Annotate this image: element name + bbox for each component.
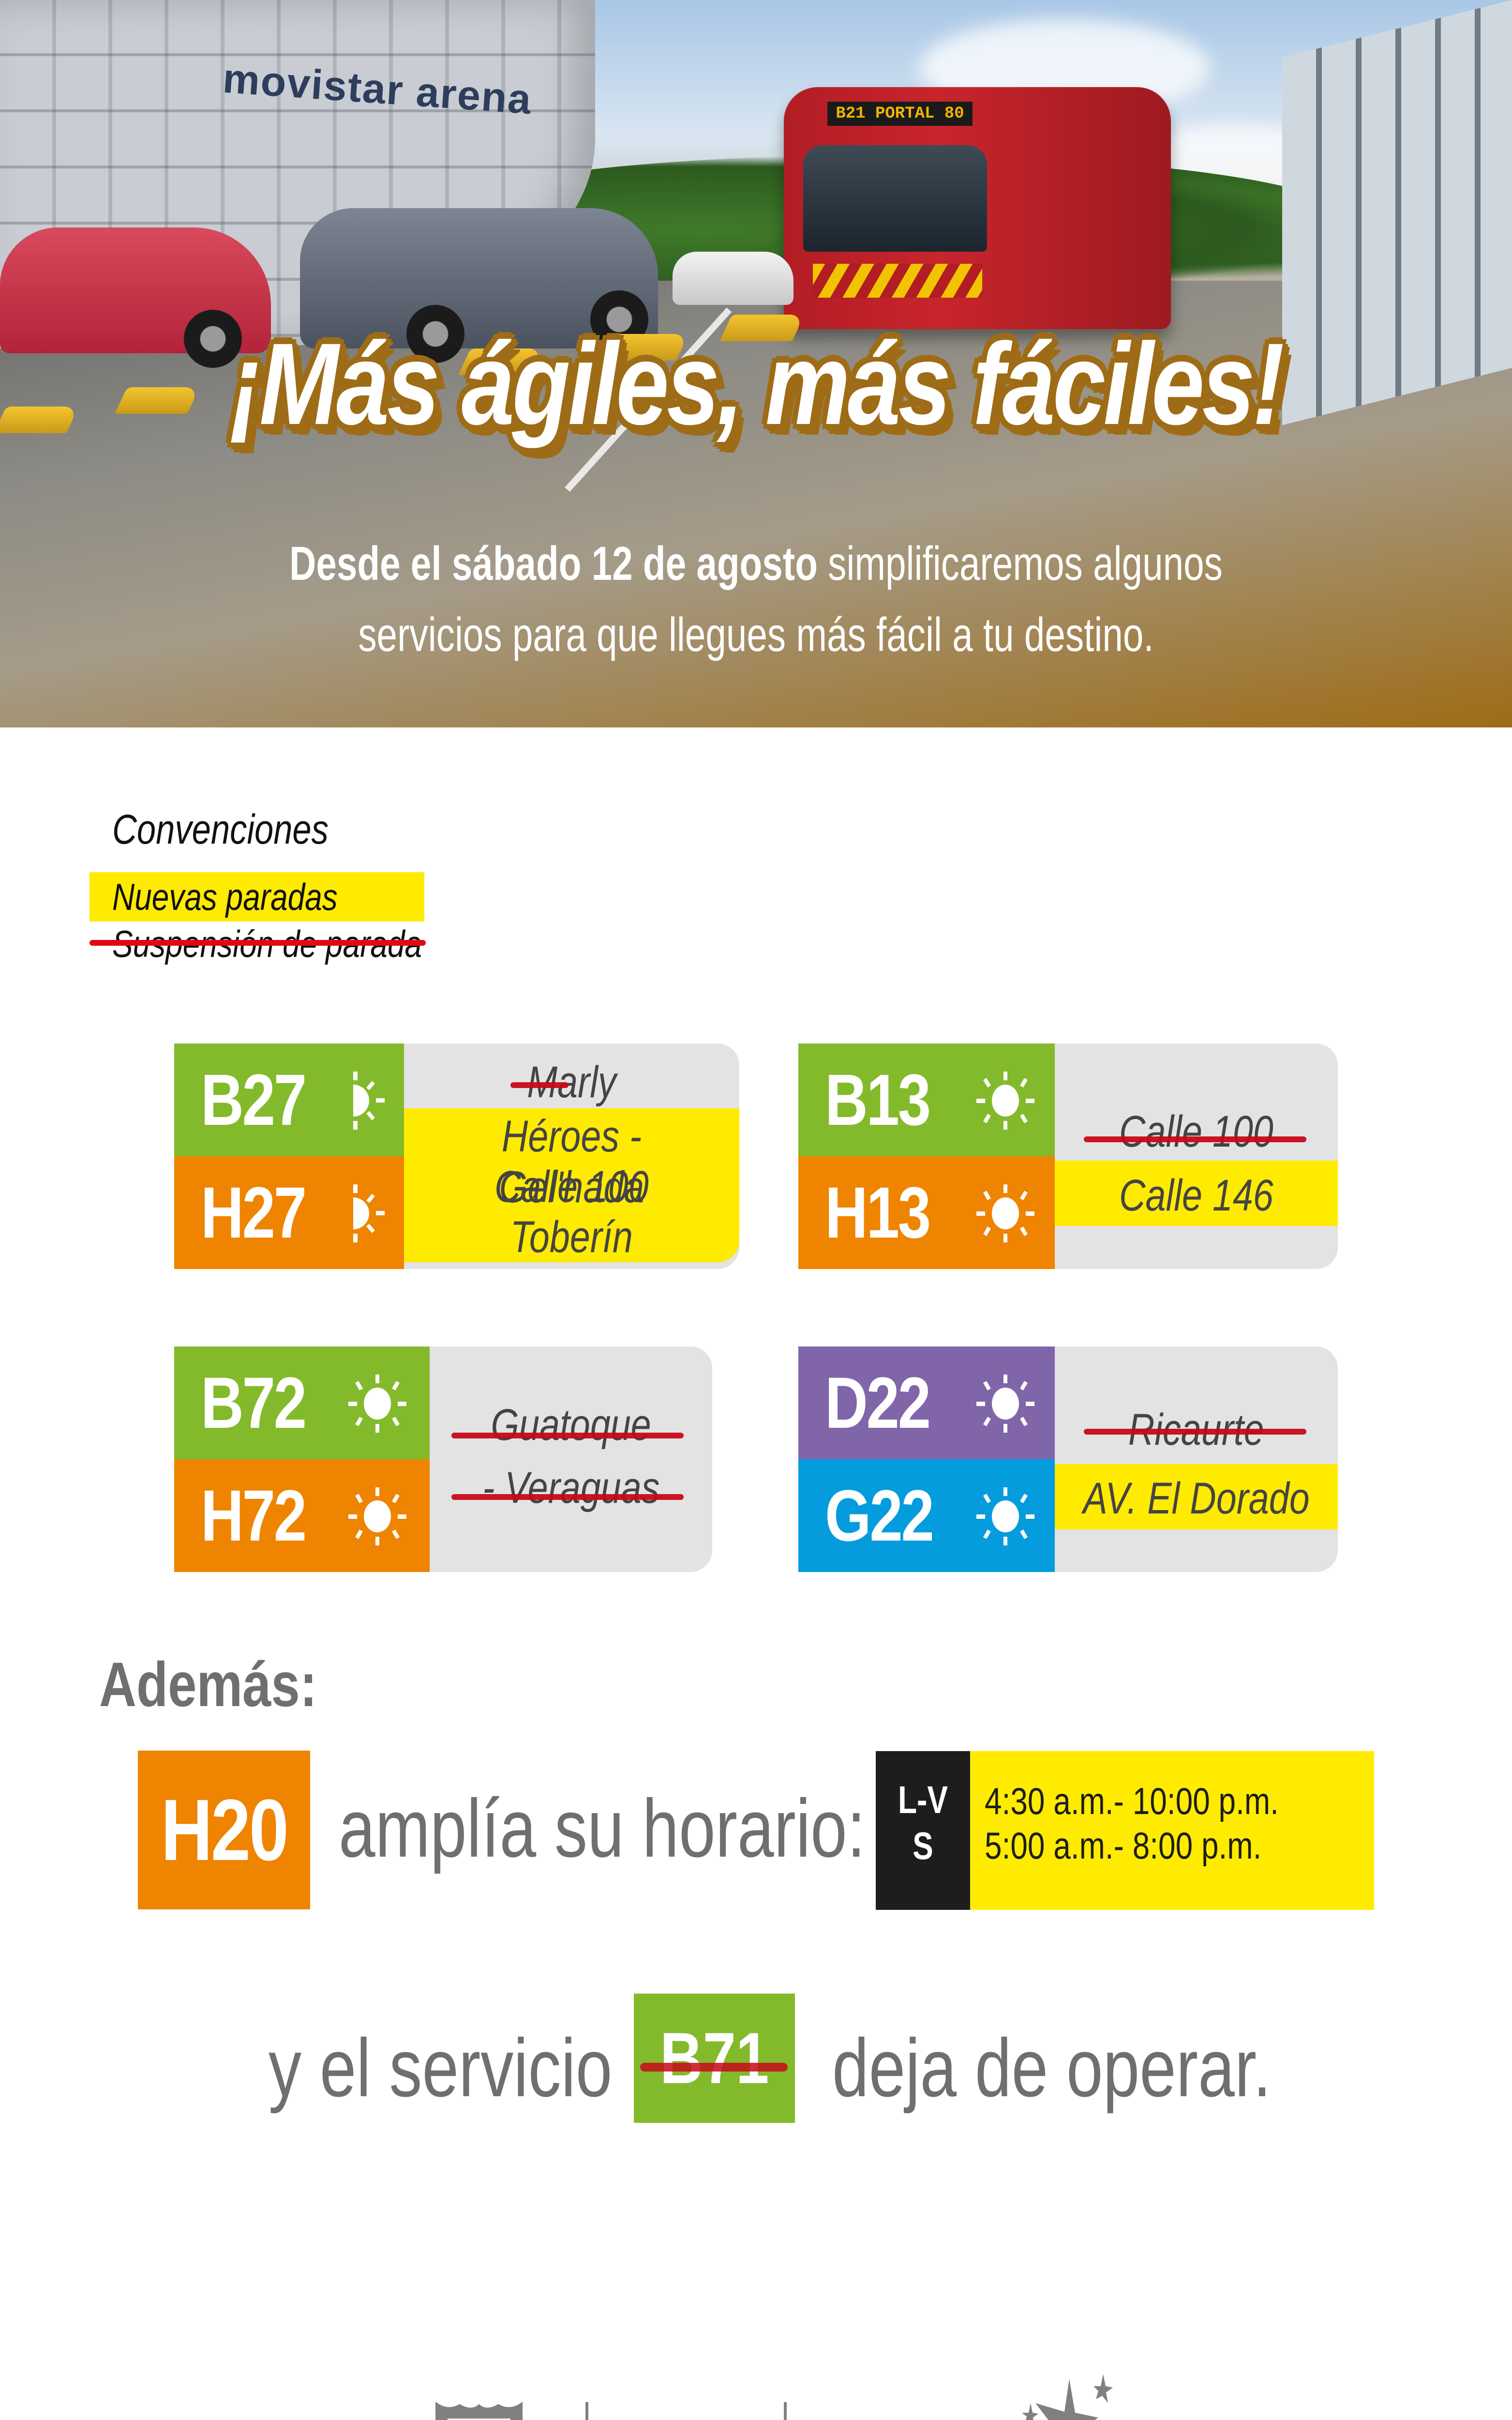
half-sun-icon xyxy=(353,1072,385,1130)
schedule-box: L-V S 4:30 a.m.- 10:00 p.m. 5:00 a.m.- 8… xyxy=(876,1751,1374,1910)
route-code: G22 xyxy=(825,1475,934,1556)
route-badge-h13[interactable]: H13 xyxy=(798,1156,1055,1269)
stop-suspended: - Veraguas xyxy=(482,1463,660,1512)
sun-icon xyxy=(976,1184,1034,1242)
route-code: H20 xyxy=(161,1781,289,1879)
stop-suspended: Guatoque xyxy=(491,1400,651,1450)
white-car-photo xyxy=(673,252,793,305)
sun-icon xyxy=(348,1487,406,1545)
schedule-hours: 5:00 a.m.- 8:00 p.m. xyxy=(985,1824,1262,1867)
stop-new: Héroes - Gel'hada xyxy=(499,1112,644,1212)
route-card-d22-g22: D22 G22 Ri xyxy=(798,1346,1338,1572)
route-codes: B27 H27 xyxy=(174,1044,404,1269)
stop-new: Calle 100 xyxy=(494,1162,649,1211)
stop-new: Calle 146 xyxy=(1119,1171,1273,1220)
route-card-b13-h13: B13 H13 Ca xyxy=(798,1044,1338,1269)
stop-suspended: Calle 100 xyxy=(1119,1107,1273,1156)
new-stops-highlight xyxy=(1055,1464,1338,1529)
route-badge-b71[interactable]: B71 xyxy=(634,1994,795,2123)
road-photo xyxy=(0,281,1512,727)
new-stops-highlight xyxy=(404,1108,739,1262)
route-badge-b13[interactable]: B13 xyxy=(798,1044,1055,1156)
coat-of-arms-icon xyxy=(435,2402,523,2420)
hero-title: ¡Más ágiles, más fáciles! xyxy=(230,319,1284,449)
route-code: B72 xyxy=(201,1362,307,1443)
route-code: B13 xyxy=(825,1059,931,1140)
sun-icon xyxy=(976,1072,1034,1130)
strike-line xyxy=(1084,1429,1306,1435)
b71-suffix-text: deja de operar. xyxy=(832,2022,1272,2114)
schedule-day: L-V xyxy=(898,1778,948,1821)
h20-description: amplía su horario: xyxy=(339,1783,866,1875)
wheel xyxy=(184,310,242,368)
hero-subtitle-line2: servicios para que llegues más fácil a t… xyxy=(358,608,1154,661)
route-codes: B13 H13 xyxy=(798,1044,1055,1269)
bus-stripes xyxy=(813,264,982,298)
schedule-day: S xyxy=(913,1824,933,1867)
route-card-b27-h27: B27 H27 Marly Héroes - Gel'hada C xyxy=(174,1044,739,1269)
route-badge-h27[interactable]: H27 xyxy=(174,1156,404,1269)
stop-list: Calle 100 Calle 146 xyxy=(1055,1044,1338,1269)
half-sun-icon xyxy=(353,1184,385,1242)
b71-prefix-text: y el servicio xyxy=(269,2022,613,2114)
extra-heading: Además: xyxy=(99,1649,317,1720)
route-badge-g22[interactable]: G22 xyxy=(798,1459,1055,1572)
route-badge-h72[interactable]: H72 xyxy=(174,1459,430,1572)
wheel xyxy=(406,305,464,363)
legend-strike-line xyxy=(90,940,426,946)
route-code: B27 xyxy=(201,1059,307,1140)
schedule-days-column: L-V S xyxy=(876,1751,970,1910)
bus-destination-sign: B21 PORTAL 80 xyxy=(827,102,973,126)
legend-title: Convenciones xyxy=(112,806,329,853)
route-card-b72-h72: B72 H72 Guatoqu xyxy=(174,1346,712,1572)
logo-divider xyxy=(784,2402,787,2420)
hero-subtitle-line1: Desde el sábado 12 de agosto simplificar… xyxy=(166,536,1346,591)
route-codes: B72 H72 xyxy=(174,1346,430,1572)
legend-new-stops-swatch xyxy=(90,872,424,922)
bus-windshield xyxy=(803,145,987,252)
strike-line xyxy=(451,1433,684,1438)
route-badge-b72[interactable]: B72 xyxy=(174,1346,430,1459)
legend-new-stops-label: Nuevas paradas xyxy=(112,876,338,918)
route-badge-d22[interactable]: D22 xyxy=(798,1346,1055,1459)
sun-icon xyxy=(976,1375,1034,1433)
sun-icon xyxy=(976,1487,1034,1545)
route-code: H27 xyxy=(201,1172,307,1253)
stop-list: Guatoque - Veraguas xyxy=(430,1346,712,1572)
route-codes: D22 G22 xyxy=(798,1346,1055,1572)
strike-line xyxy=(640,2063,788,2072)
strike-line xyxy=(1084,1136,1306,1142)
route-code: H72 xyxy=(201,1475,307,1556)
strike-line xyxy=(451,1494,684,1500)
stop-suspended: Marly xyxy=(527,1058,616,1107)
route-badge-h20[interactable]: H20 xyxy=(138,1751,310,1909)
logo-divider xyxy=(585,2402,588,2420)
hero-banner: movistar arena B21 PORTAL 80 ¡Más ágiles… xyxy=(0,0,1512,727)
sun-icon xyxy=(348,1375,406,1433)
route-code: D22 xyxy=(825,1362,931,1443)
stop-new: Toberín xyxy=(510,1212,633,1262)
route-badge-b27[interactable]: B27 xyxy=(174,1044,404,1156)
schedule-hours: 4:30 a.m.- 10:00 p.m. xyxy=(985,1780,1279,1822)
bogota-stars-icon xyxy=(1022,2374,1113,2420)
stop-list: Marly Héroes - Gel'hada Calle 100 Toberí… xyxy=(404,1044,739,1269)
route-code: H13 xyxy=(825,1172,931,1253)
new-stops-highlight xyxy=(1055,1161,1338,1226)
stop-list: Ricaurte AV. El Dorado xyxy=(1055,1346,1338,1572)
route-code: B71 xyxy=(659,2017,769,2099)
hero-subtitle-rest: simplificaremos algunos xyxy=(817,537,1223,590)
curb xyxy=(0,407,79,433)
strike-line xyxy=(510,1082,569,1088)
stop-new: AV. El Dorado xyxy=(1083,1474,1310,1523)
hero-subtitle-date: Desde el sábado 12 de agosto xyxy=(289,537,818,590)
